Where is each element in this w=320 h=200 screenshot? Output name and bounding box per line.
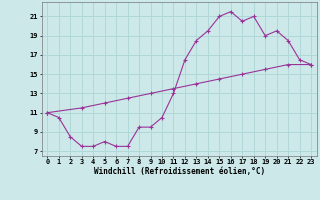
X-axis label: Windchill (Refroidissement éolien,°C): Windchill (Refroidissement éolien,°C): [94, 167, 265, 176]
